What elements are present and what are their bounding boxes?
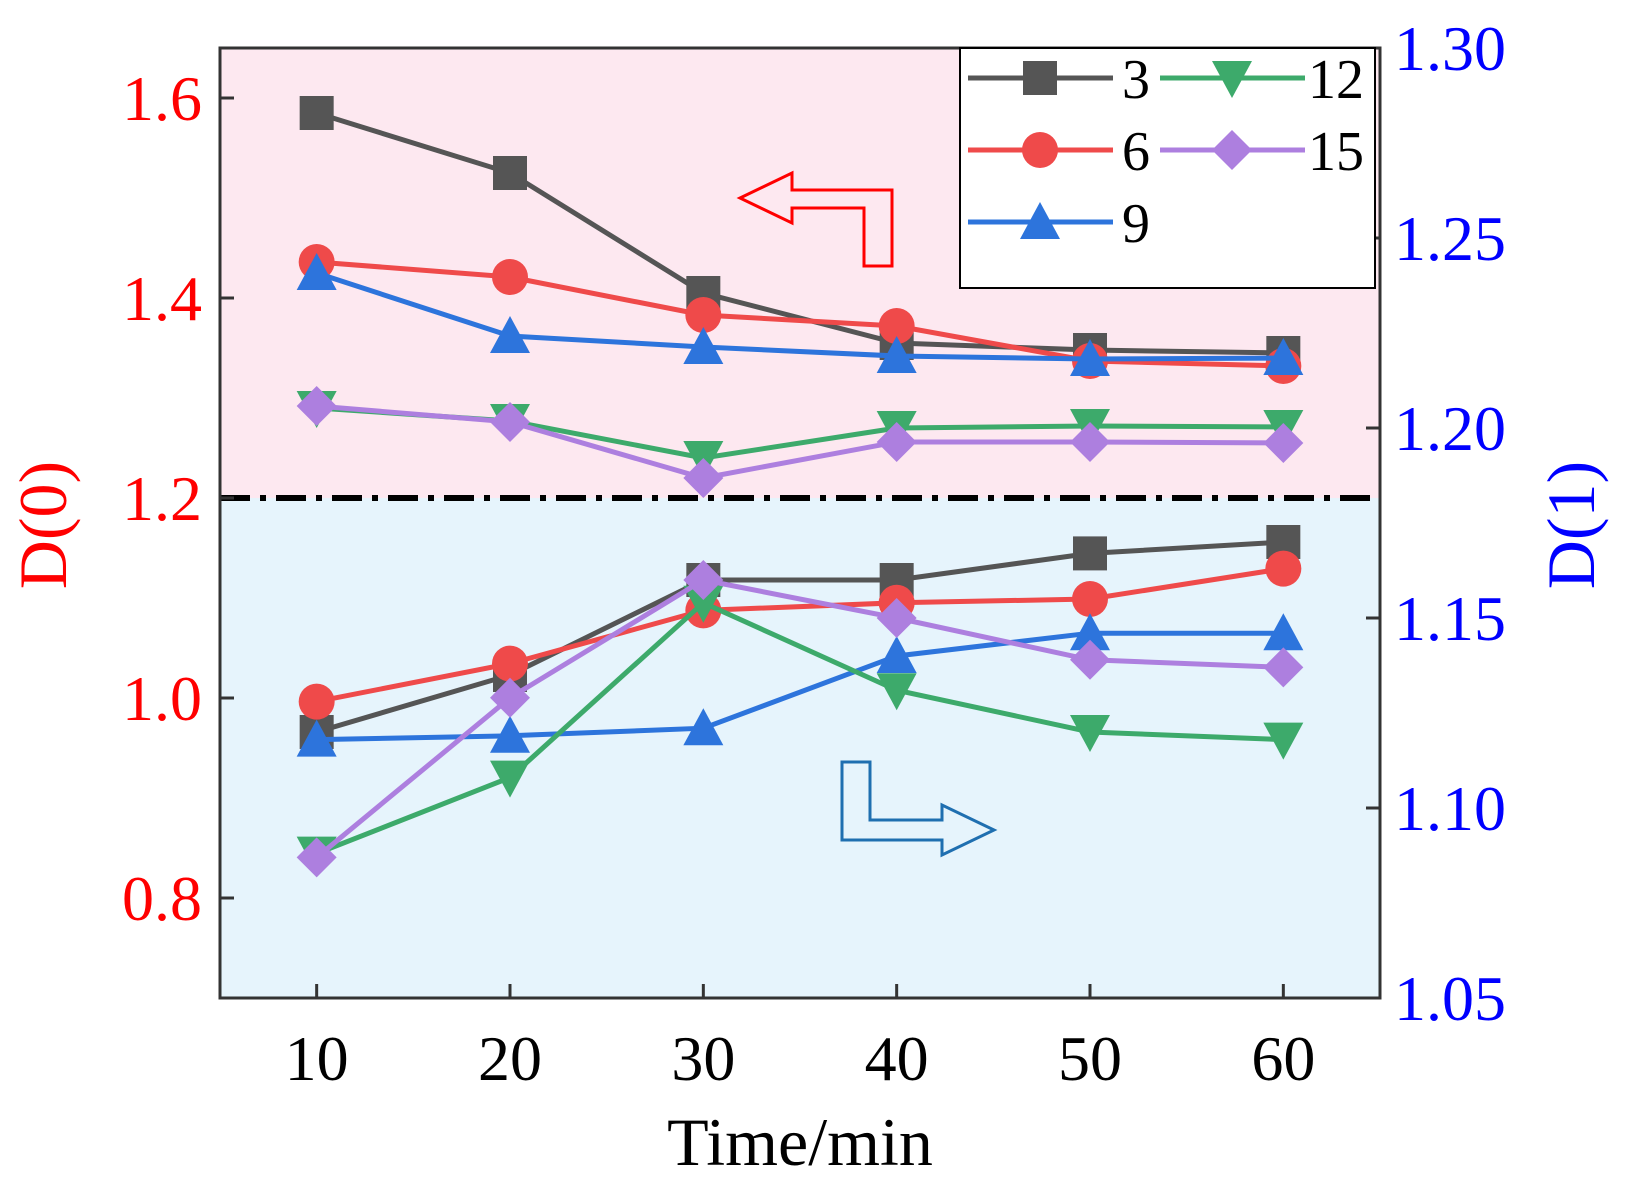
- x-tick-label: 40: [865, 1023, 929, 1094]
- series-15-d1-point: [876, 598, 917, 638]
- legend: 3 6 9 12 15: [959, 47, 1376, 289]
- series-9-d1-point: [1070, 613, 1110, 651]
- arrow-left-indicator: [736, 170, 894, 268]
- plot-frame: [218, 46, 1382, 1000]
- series-12-d1-point: [683, 585, 724, 623]
- series-15-d1-point: [490, 677, 530, 718]
- right-axis-title: D(1): [1533, 461, 1609, 589]
- series-12-d1-point: [1263, 722, 1304, 760]
- series-9-d0-line: [315, 270, 1284, 362]
- series-12-d1-point: [490, 760, 530, 798]
- series-15-d1-point: [683, 560, 724, 600]
- series-6-d1-point: [1072, 581, 1108, 617]
- y-right-tick-label: 1.20: [1394, 393, 1506, 464]
- series-15-d1-point: [296, 837, 337, 878]
- series-3-d0-point: [493, 156, 527, 190]
- y-left-tick-label: 1.0: [122, 663, 202, 734]
- series-9-d1-line: [316, 630, 1284, 743]
- x-tick-label: 50: [1058, 1023, 1122, 1094]
- y-left-tick-label: 1.2: [122, 463, 202, 534]
- series-6-d0-line: [316, 259, 1284, 369]
- series-15-d0-point: [683, 458, 724, 498]
- series-9-d0-point: [490, 316, 530, 353]
- x-tick-label: 10: [285, 1023, 349, 1094]
- legend-label: 9: [1122, 193, 1150, 255]
- series-9-d0-point: [683, 327, 724, 364]
- series-15-d1-point: [1263, 647, 1304, 688]
- y-right-tick-label: 1.10: [1394, 773, 1506, 844]
- series-6-d0-point: [878, 308, 915, 344]
- series-9-d0-point: [1070, 339, 1110, 376]
- left-axis-title: D(0): [5, 461, 81, 589]
- series-12-d1-point: [876, 673, 917, 711]
- series-3-d0-point: [299, 96, 334, 130]
- legend-items: 3 6 9 12 15: [968, 49, 1364, 255]
- series-6-d0-point: [685, 297, 722, 333]
- series-12-d1-point: [1070, 715, 1110, 752]
- legend-label: 15: [1308, 121, 1364, 183]
- x-tick-label: 30: [671, 1023, 735, 1094]
- series-layer: [296, 96, 1304, 878]
- series-15-d0-line: [316, 403, 1284, 481]
- series-6-d1-point: [492, 645, 528, 682]
- series-6-d1-line: [316, 566, 1284, 705]
- series-15-d0-point: [1070, 422, 1110, 462]
- series-9-d1-point: [876, 636, 917, 673]
- series-15-d0-point: [490, 402, 530, 442]
- series-15-d0-point: [1263, 423, 1304, 463]
- legend-marker: [1020, 202, 1060, 239]
- series-15-d0-point: [876, 422, 917, 462]
- y-right-tick-label: 1.05: [1394, 963, 1506, 1034]
- ticks-layer: 10 20 30 40 50 60 0.8 1.0 1.2 1.4 1.6 1.05 1.10 1.15 1…: [122, 13, 1506, 1094]
- series-6-d1-point: [1265, 550, 1302, 587]
- x-tick-label: 60: [1251, 1023, 1315, 1094]
- series-6-d0-point: [492, 259, 528, 295]
- legend-marker: [1212, 130, 1252, 170]
- series-12-d1-line: [315, 599, 1284, 856]
- axis-labels-layer: Time/min D(0) D(1): [5, 461, 1609, 1180]
- series-9-d1-point: [490, 715, 530, 753]
- series-9-d1-point: [683, 708, 724, 746]
- series-15-d1-point: [1070, 639, 1110, 680]
- series-9-d0-point: [876, 336, 917, 373]
- series-15-d0-point: [296, 386, 337, 426]
- lower-region: [220, 498, 1380, 998]
- series-15-d1-line: [315, 577, 1284, 860]
- series-9-d0-point: [1263, 338, 1304, 375]
- series-6-d1-point: [298, 683, 335, 720]
- series-3-d1-point: [1073, 536, 1107, 571]
- legend-marker: [1212, 61, 1252, 98]
- legend-marker: [1023, 61, 1057, 95]
- series-9-d1-point: [296, 719, 337, 757]
- legend-label: 3: [1122, 49, 1150, 111]
- legend-box: [959, 47, 1376, 289]
- series-9-d1-point: [1263, 613, 1304, 651]
- series-3-d1-line: [315, 539, 1284, 735]
- x-axis-title: Time/min: [667, 1104, 933, 1180]
- y-left-tick-label: 1.6: [122, 63, 202, 134]
- y-right-tick-label: 1.25: [1394, 203, 1506, 274]
- y-right-tick-label: 1.30: [1394, 13, 1506, 84]
- legend-marker: [1022, 132, 1058, 168]
- y-left-tick-label: 1.4: [122, 263, 202, 334]
- legend-label: 12: [1308, 49, 1364, 111]
- y-left-tick-label: 0.8: [122, 863, 202, 934]
- series-9-d0-point: [296, 253, 337, 290]
- arrow-right-indicator: [840, 760, 998, 858]
- legend-label: 6: [1122, 121, 1150, 183]
- y-right-tick-label: 1.15: [1394, 583, 1506, 654]
- x-tick-label: 20: [478, 1023, 542, 1094]
